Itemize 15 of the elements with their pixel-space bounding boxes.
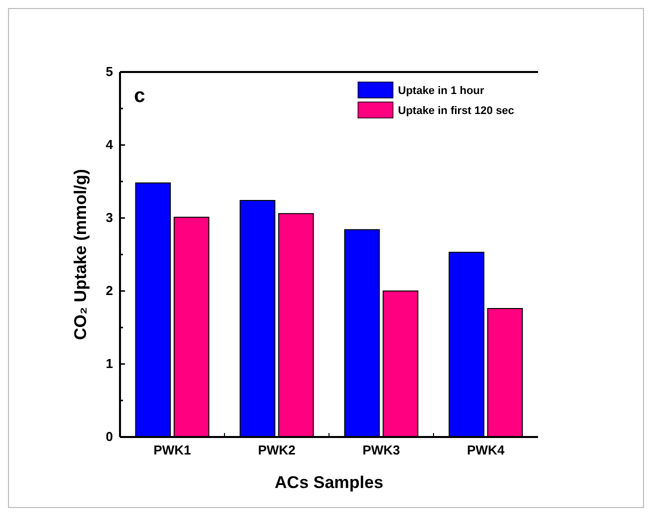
y-tick-label: 5 bbox=[106, 64, 113, 80]
x-tick-label: PWK4 bbox=[466, 442, 506, 458]
x-tick-label: PWK2 bbox=[258, 442, 296, 458]
y-tick-label: 1 bbox=[106, 356, 113, 372]
x-tick-label: PWK1 bbox=[153, 442, 192, 458]
y-tick-label: 2 bbox=[106, 283, 113, 298]
x-tick-label: PWK3 bbox=[362, 442, 400, 458]
legend-label: Uptake in 1 hour bbox=[398, 85, 485, 97]
y-axis-title: CO₂ Uptake (mmol/g) bbox=[71, 169, 90, 340]
x-axis-title: ACs Samples bbox=[274, 473, 384, 492]
legend-label: Uptake in first 120 sec bbox=[398, 105, 514, 117]
y-tick-label: 0 bbox=[106, 429, 113, 444]
y-tick-label: 4 bbox=[106, 137, 114, 152]
annotation: c bbox=[134, 85, 146, 107]
y-tick-label: 3 bbox=[106, 210, 113, 226]
